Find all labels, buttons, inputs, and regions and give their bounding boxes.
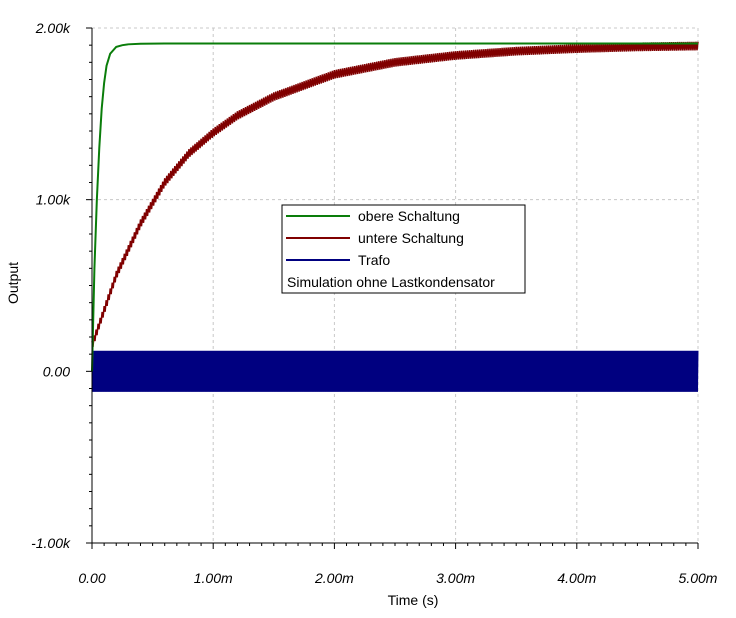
legend-label-obere: obere Schaltung xyxy=(358,208,460,224)
x-tick-label: 4.00m xyxy=(557,570,596,586)
series-line-obere xyxy=(91,42,698,372)
x-tick-label: 1.00m xyxy=(194,570,233,586)
x-tick-label: 5.00m xyxy=(679,570,718,586)
y-tick-label: 0.00 xyxy=(43,363,70,379)
legend-label-trafo: Trafo xyxy=(358,252,390,268)
y-tick-label: -1.00k xyxy=(31,535,71,551)
legend-annotation: Simulation ohne Lastkondensator xyxy=(287,274,495,290)
x-tick-label: 3.00m xyxy=(436,570,475,586)
legend-box xyxy=(281,204,526,294)
legend: obere Schaltung untere Schaltung Trafo S… xyxy=(281,204,526,294)
x-tick-label: 2.00m xyxy=(314,570,354,586)
y-tick-label: 1.00k xyxy=(36,192,71,208)
x-tick-label: 0.00 xyxy=(78,570,105,586)
tick-labels: 0.00 1.00m 2.00m 3.00m 4.00m 5.00m 2.00k 1.00k 0… xyxy=(31,20,718,586)
series-line-untere xyxy=(91,41,699,348)
legend-label-untere: untere Schaltung xyxy=(358,230,464,246)
y-axis-title: Output xyxy=(5,262,21,304)
ticks xyxy=(86,27,699,549)
y-tick-label: 2.00k xyxy=(35,20,71,36)
x-axis-title: Time (s) xyxy=(388,592,439,608)
series-layer xyxy=(91,41,699,392)
series-line-trafo xyxy=(91,350,699,392)
